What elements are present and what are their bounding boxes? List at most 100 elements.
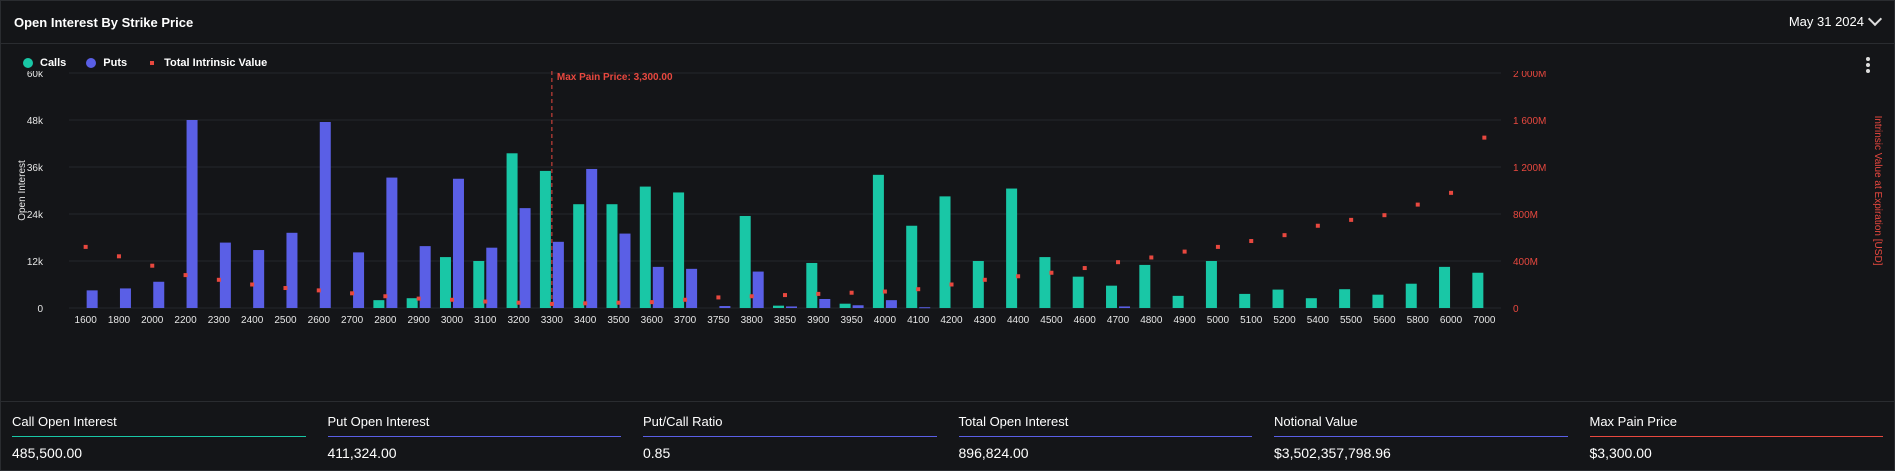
- x-tick-label: 4400: [1007, 315, 1030, 326]
- chart-menu-icon[interactable]: [1866, 57, 1870, 75]
- x-tick-label: 5100: [1240, 315, 1263, 326]
- call-bar: [939, 196, 951, 308]
- stat-value: 896,824.00: [958, 445, 1029, 461]
- put-bar: [219, 242, 231, 308]
- x-tick-label: 4200: [940, 315, 963, 326]
- intrinsic-value-point: [1149, 255, 1154, 260]
- chevron-down-icon: [1867, 11, 1883, 27]
- call-bar: [1172, 295, 1184, 308]
- x-tick-label: 4800: [1140, 315, 1163, 326]
- x-tick-label: 2700: [341, 315, 364, 326]
- intrinsic-value-point: [416, 296, 421, 301]
- y-right-tick-label: 1 600M: [1513, 116, 1546, 127]
- x-tick-label: 5600: [1373, 315, 1396, 326]
- put-bar: [486, 247, 498, 308]
- intrinsic-value-point: [316, 288, 321, 293]
- intrinsic-value-point: [1415, 202, 1420, 207]
- call-bar: [1072, 276, 1084, 308]
- intrinsic-value-point: [949, 282, 954, 287]
- x-tick-label: 3950: [840, 315, 863, 326]
- stat-underline: [1589, 436, 1883, 437]
- put-bar: [686, 268, 698, 308]
- intrinsic-value-point: [749, 294, 754, 299]
- x-tick-label: 3400: [574, 315, 597, 326]
- call-bar: [1239, 293, 1251, 308]
- put-bar: [586, 168, 598, 308]
- put-bar: [186, 120, 198, 308]
- legend-item-puts[interactable]: Puts: [86, 57, 127, 69]
- intrinsic-value-point: [1315, 223, 1320, 228]
- call-bar: [639, 186, 651, 308]
- x-tick-label: 4100: [907, 315, 930, 326]
- stat-label: Total Open Interest: [958, 414, 1069, 429]
- intrinsic-value-point: [350, 291, 355, 296]
- call-bar: [506, 153, 518, 308]
- put-bar: [386, 177, 398, 308]
- expiry-date-select[interactable]: May 31 2024: [1789, 11, 1883, 29]
- intrinsic-value-point: [583, 301, 588, 306]
- max-pain-label: Max Pain Price: 3,300.00: [557, 72, 673, 83]
- call-bar: [1339, 289, 1351, 308]
- intrinsic-value-point: [683, 297, 688, 302]
- stat-label: Call Open Interest: [12, 414, 117, 429]
- y-left-tick-label: 24k: [27, 210, 44, 221]
- x-tick-label: 4300: [974, 315, 997, 326]
- stat-value: $3,300.00: [1589, 445, 1652, 461]
- call-bar: [1006, 188, 1018, 308]
- x-tick-label: 3100: [474, 315, 497, 326]
- put-bar: [919, 307, 931, 309]
- call-bar: [373, 300, 385, 308]
- call-bar: [473, 261, 485, 308]
- intrinsic-value-point: [849, 290, 854, 295]
- call-bar: [1272, 289, 1284, 308]
- intrinsic-value-point: [1249, 239, 1254, 244]
- intrinsic-value-point: [716, 295, 721, 300]
- stat-card: Total Open Interest 896,824.00: [948, 402, 1264, 471]
- stat-value: 0.85: [643, 445, 671, 461]
- x-tick-label: 5200: [1273, 315, 1296, 326]
- legend-item-intrinsic[interactable]: Total Intrinsic Value: [147, 57, 267, 69]
- y-right-axis-label: Intrinsic Value at Expiration [USD]: [1872, 116, 1883, 266]
- y-left-tick-label: 0: [37, 304, 43, 315]
- call-bar: [1139, 264, 1151, 308]
- put-bar: [452, 178, 464, 308]
- call-bar: [439, 257, 451, 308]
- x-tick-label: 4700: [1107, 315, 1130, 326]
- x-tick-label: 1600: [75, 315, 98, 326]
- stat-underline: [327, 436, 621, 437]
- x-tick-label: 3600: [641, 315, 664, 326]
- put-bar: [752, 271, 764, 308]
- legend-label-intrinsic: Total Intrinsic Value: [164, 57, 268, 69]
- y-right-tick-label: 2 000M: [1513, 71, 1546, 80]
- stat-card: Notional Value $3,502,357,798.96: [1263, 402, 1579, 471]
- intrinsic-value-point: [250, 282, 255, 287]
- intrinsic-value-point: [283, 286, 288, 291]
- stat-label: Put/Call Ratio: [643, 414, 723, 429]
- intrinsic-value-point: [616, 300, 621, 305]
- x-tick-label: 7000: [1473, 315, 1496, 326]
- x-tick-label: 3800: [741, 315, 764, 326]
- intrinsic-value-point: [1449, 190, 1454, 195]
- intrinsic-value-point: [982, 277, 987, 282]
- legend-item-calls[interactable]: Calls: [23, 57, 66, 69]
- x-tick-label: 5800: [1407, 315, 1430, 326]
- put-bar: [119, 288, 131, 308]
- x-tick-label: 3850: [774, 315, 797, 326]
- x-tick-label: 2300: [208, 315, 231, 326]
- x-tick-label: 3900: [807, 315, 830, 326]
- intrinsic-value-point: [549, 301, 554, 306]
- x-tick-label: 3300: [541, 315, 564, 326]
- put-bar: [253, 250, 265, 308]
- stat-underline: [958, 436, 1252, 437]
- y-right-tick-label: 0: [1513, 304, 1519, 315]
- intrinsic-value-point: [1349, 217, 1354, 222]
- calls-dot-icon: [23, 58, 33, 68]
- put-bar: [652, 266, 664, 308]
- call-bar: [1205, 261, 1217, 308]
- x-tick-label: 3750: [707, 315, 730, 326]
- legend-label-calls: Calls: [40, 57, 67, 69]
- stat-label: Max Pain Price: [1589, 414, 1677, 429]
- put-bar: [619, 233, 631, 308]
- x-tick-label: 3700: [674, 315, 697, 326]
